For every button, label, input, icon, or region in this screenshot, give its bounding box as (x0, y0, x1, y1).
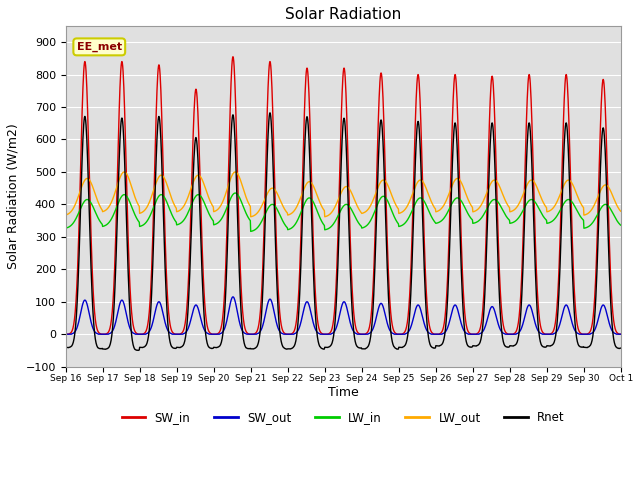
Legend: SW_in, SW_out, LW_in, LW_out, Rnet: SW_in, SW_out, LW_in, LW_out, Rnet (117, 407, 570, 429)
LW_in (172, 218, 179, 224)
SW_out (617, 331, 625, 337)
Text: EE_met: EE_met (77, 42, 122, 52)
Rnet (248, 346, 255, 352)
SW_in (551, 322, 559, 328)
LW_in (232, 190, 239, 196)
LW_in (247, 228, 255, 234)
LW_out (430, 204, 438, 210)
LW_out (502, 200, 510, 205)
Line: LW_out: LW_out (65, 172, 621, 217)
SW_in (502, 330, 510, 336)
LW_in (617, 222, 625, 228)
Rnet (266, 110, 274, 116)
LW_out (172, 205, 180, 211)
Line: Rnet: Rnet (65, 113, 621, 350)
LW_out (186, 191, 193, 196)
LW_in (61, 225, 69, 231)
SW_out (61, 331, 69, 337)
LW_out (248, 214, 256, 219)
SW_out (551, 330, 559, 336)
SW_in (185, 264, 193, 270)
Line: SW_in: SW_in (65, 57, 621, 334)
Rnet (172, 345, 180, 351)
LW_in (552, 215, 559, 221)
SW_in (229, 54, 237, 60)
Rnet (61, 345, 69, 350)
LW_in (185, 207, 193, 213)
SW_in (61, 331, 69, 337)
SW_out (429, 331, 437, 337)
SW_in (429, 331, 437, 336)
SW_out (185, 323, 193, 329)
LW_out (617, 208, 625, 214)
SW_in (617, 331, 625, 337)
Title: Solar Radiation: Solar Radiation (285, 7, 401, 22)
LW_out (61, 212, 69, 218)
LW_in (430, 218, 438, 224)
Rnet (617, 345, 625, 351)
LW_in (502, 214, 510, 219)
LW_out (247, 214, 255, 220)
Rnet (552, 335, 559, 340)
Line: SW_out: SW_out (65, 297, 621, 334)
SW_out (248, 331, 255, 337)
LW_out (120, 169, 128, 175)
X-axis label: Time: Time (328, 386, 358, 399)
SW_in (248, 331, 255, 337)
LW_out (552, 202, 559, 208)
SW_out (172, 331, 179, 337)
Rnet (430, 345, 438, 351)
SW_out (502, 331, 510, 337)
LW_in (248, 228, 256, 234)
SW_in (172, 331, 179, 337)
Line: LW_in: LW_in (65, 193, 621, 231)
Rnet (134, 348, 142, 353)
Rnet (502, 344, 510, 350)
Rnet (186, 279, 193, 285)
Y-axis label: Solar Radiation (W/m2): Solar Radiation (W/m2) (7, 123, 20, 269)
SW_out (229, 294, 237, 300)
